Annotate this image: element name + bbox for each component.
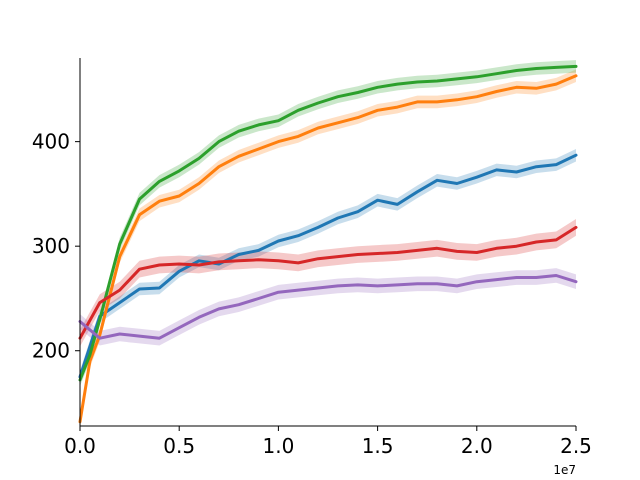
- x-tick-label: 2.5: [560, 434, 592, 458]
- x-tick-label: 0.0: [64, 434, 96, 458]
- series-2-line: [78, 74, 578, 424]
- series-5-line: [78, 274, 578, 340]
- x-tick-label: 2.0: [461, 434, 493, 458]
- series-5-band: [80, 268, 576, 346]
- x-axis-ticks: 0.0 0.5 1.0 1.5 2.0 2.5: [64, 426, 592, 458]
- series-1-band: [80, 149, 576, 384]
- y-tick-label: 300: [32, 234, 70, 258]
- series-1-line: [78, 153, 578, 379]
- x-tick-label: 1.0: [262, 434, 294, 458]
- x-axis-offset-label: 1e7: [553, 463, 576, 477]
- series-4-line: [78, 225, 578, 340]
- x-tick-label: 1.5: [362, 434, 394, 458]
- y-axis-ticks: 200 300 400: [32, 130, 80, 363]
- y-tick-label: 400: [32, 130, 70, 154]
- x-tick-label: 0.5: [163, 434, 195, 458]
- confidence-bands: [80, 60, 576, 429]
- y-tick-label: 200: [32, 339, 70, 363]
- series-3-line: [78, 64, 578, 382]
- series-lines: [78, 64, 578, 424]
